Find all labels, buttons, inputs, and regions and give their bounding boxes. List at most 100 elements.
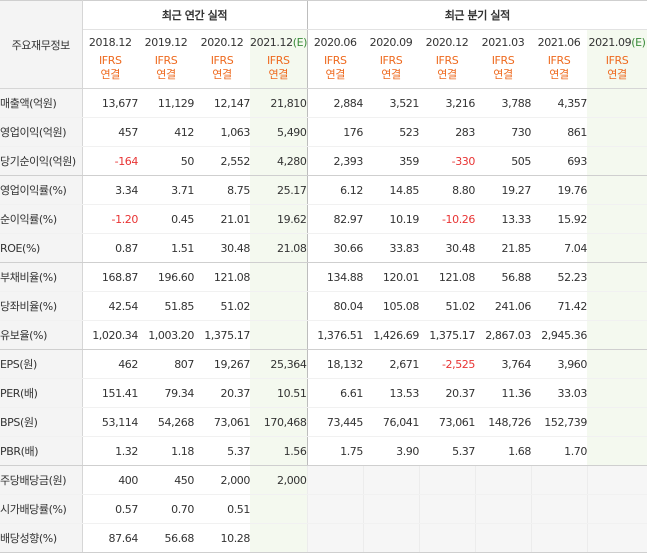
- period-label: 2021.12: [250, 35, 293, 49]
- ifrs-label: IFRS: [605, 54, 629, 67]
- table-cell: 52.23: [531, 262, 587, 292]
- table-cell: [587, 320, 647, 350]
- table-cell: 505: [475, 146, 531, 176]
- ifrs-header: IFRS 연결: [475, 54, 531, 89]
- table-cell: 30.48: [419, 233, 475, 263]
- ifrs-label: IFRS: [98, 54, 122, 67]
- basis-label: 연결: [437, 68, 457, 81]
- row-label: 유보율(%): [0, 320, 83, 350]
- table-cell: [418, 523, 475, 553]
- table-cell: 120.01: [363, 262, 419, 292]
- table-cell: 42.54: [82, 291, 138, 321]
- table-cell: 0.87: [82, 233, 138, 263]
- table-cell: 56.88: [475, 262, 531, 292]
- table-cell: 196.60: [138, 262, 194, 292]
- table-cell: [587, 175, 647, 205]
- table-row: PBR(배) 1.32 1.18 5.37 1.56 1.75 3.90 5.37 1.68 1.…: [0, 436, 647, 466]
- table-row: 유보율(%) 1,020.34 1,003.20 1,375.17 1,376.51 1,…: [0, 320, 647, 350]
- period-label: 2021.09: [588, 35, 632, 49]
- basis-label: 연결: [156, 68, 176, 81]
- row-label: 주당배당금(원): [0, 465, 83, 495]
- table-cell: 13.33: [475, 204, 531, 234]
- period-header: 2020.06: [306, 29, 363, 54]
- table-cell: 56.68: [138, 523, 194, 553]
- table-cell: 54,268: [138, 407, 194, 437]
- table-cell: 170,468: [250, 407, 307, 437]
- table-cell: [250, 291, 307, 321]
- table-cell: 5.37: [419, 436, 475, 466]
- table-cell: 5.37: [194, 436, 250, 466]
- table-cell: 10.51: [250, 378, 307, 408]
- table-cell: 51.85: [138, 291, 194, 321]
- table-cell: 73,061: [419, 407, 475, 437]
- table-cell: 14.85: [363, 175, 419, 205]
- row-label: ROE(%): [0, 233, 83, 263]
- table-cell: [250, 494, 307, 524]
- table-cell: 6.12: [306, 175, 363, 205]
- table-cell: [587, 407, 647, 437]
- table-cell: 400: [82, 465, 138, 495]
- table-cell: 1,375.17: [194, 320, 250, 350]
- period-label: 2020.06: [313, 35, 357, 49]
- table-cell: -330: [419, 146, 475, 176]
- table-row: BPS(원) 53,114 54,268 73,061 170,468 73,445 76,…: [0, 407, 647, 437]
- row-label: PBR(배): [0, 436, 83, 466]
- table-cell: 241.06: [475, 291, 531, 321]
- table-cell: 0.57: [82, 494, 138, 524]
- table-cell: 5,490: [250, 117, 307, 147]
- estimate-mark: (E): [292, 35, 307, 49]
- period-header-row: 2018.12 2019.12 2020.12 2021.12(E) 2020.06 20…: [0, 29, 647, 55]
- table-cell: [587, 204, 647, 234]
- table-cell: 25,364: [250, 349, 307, 379]
- ifrs-header: IFRS 연결: [419, 54, 475, 89]
- table-cell: 1,063: [194, 117, 250, 147]
- table-cell: 20.37: [419, 378, 475, 408]
- table-cell: 50: [138, 146, 194, 176]
- table-cell: 73,061: [194, 407, 250, 437]
- ifrs-header: IFRS 연결: [306, 54, 363, 89]
- table-cell: [587, 88, 647, 118]
- corner-label: 주요재무정보: [0, 0, 83, 89]
- row-label: 배당성향(%): [0, 523, 83, 553]
- table-cell: [474, 523, 531, 553]
- table-cell: 693: [531, 146, 587, 176]
- table-cell: 2,393: [306, 146, 363, 176]
- table-cell: 3,216: [419, 88, 475, 118]
- table-row: 영업이익률(%) 3.34 3.71 8.75 25.17 6.12 14.85 8.80 19…: [0, 175, 647, 205]
- table-cell: 15.92: [531, 204, 587, 234]
- table-cell: 523: [363, 117, 419, 147]
- table-cell: 0.51: [194, 494, 250, 524]
- ifrs-label: IFRS: [491, 54, 515, 67]
- table-cell: 13,677: [82, 88, 138, 118]
- table-cell: 4,357: [531, 88, 587, 118]
- period-header: 2019.12: [138, 30, 194, 55]
- table-body: 매출액(억원) 13,677 11,129 12,147 21,810 2,884 3,52…: [0, 88, 647, 553]
- table-cell: 6.61: [306, 378, 363, 408]
- period-header: 2021.09(E): [587, 29, 647, 54]
- table-cell: 21.01: [194, 204, 250, 234]
- period-header: 2020.09: [363, 30, 419, 55]
- table-cell: 152,739: [531, 407, 587, 437]
- table-cell: -1.20: [82, 204, 138, 234]
- period-label: 2020.09: [369, 35, 413, 49]
- table-cell: 1.70: [531, 436, 587, 466]
- period-label: 2021.03: [481, 35, 525, 49]
- ifrs-label: IFRS: [379, 54, 403, 67]
- table-cell: [587, 117, 647, 147]
- basis-label: 연결: [493, 68, 513, 81]
- table-cell: [586, 465, 647, 495]
- table-cell: 19.27: [475, 175, 531, 205]
- table-cell: 33.03: [531, 378, 587, 408]
- ifrs-label: IFRS: [154, 54, 178, 67]
- table-cell: [362, 523, 419, 553]
- ifrs-header: IFRS 연결: [531, 54, 587, 89]
- period-label: 2020.12: [200, 35, 244, 49]
- basis-label: 연결: [325, 68, 346, 81]
- table-cell: 21.85: [475, 233, 531, 263]
- table-row: 영업이익(억원) 457 412 1,063 5,490 176 523 283 730 861: [0, 117, 647, 147]
- table-cell: [306, 523, 363, 553]
- table-cell: 20.37: [194, 378, 250, 408]
- table-cell: 12,147: [194, 88, 250, 118]
- period-header: 2021.06: [531, 30, 587, 55]
